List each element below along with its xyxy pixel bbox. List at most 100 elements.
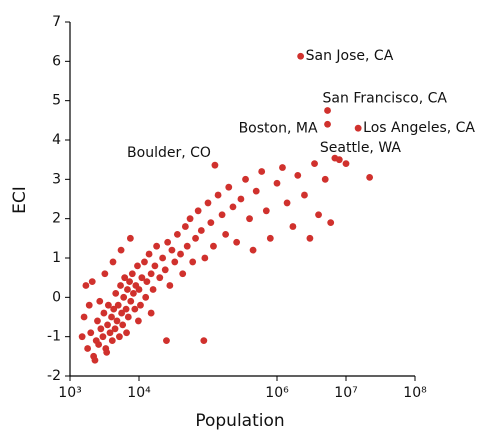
point bbox=[117, 246, 125, 254]
point bbox=[237, 195, 245, 203]
point bbox=[147, 309, 155, 317]
point bbox=[306, 234, 314, 242]
point bbox=[242, 175, 249, 183]
point bbox=[138, 274, 146, 282]
y-tick-label: 4 bbox=[52, 132, 61, 148]
point bbox=[266, 234, 274, 242]
point bbox=[214, 191, 222, 199]
point bbox=[110, 305, 118, 313]
point bbox=[166, 282, 174, 289]
point bbox=[273, 179, 281, 187]
point bbox=[126, 278, 133, 285]
point bbox=[106, 329, 114, 337]
point bbox=[101, 270, 109, 278]
point bbox=[137, 301, 144, 309]
point bbox=[135, 286, 143, 293]
point bbox=[111, 325, 119, 333]
y-tick-label: 7 bbox=[52, 14, 61, 30]
y-tick-label: -1 bbox=[47, 329, 61, 345]
point bbox=[117, 282, 124, 289]
y-tick-label: 6 bbox=[52, 53, 61, 69]
point bbox=[200, 337, 208, 344]
point bbox=[189, 258, 197, 266]
point bbox=[173, 231, 181, 238]
point bbox=[210, 242, 217, 250]
point bbox=[149, 286, 157, 293]
point bbox=[315, 211, 322, 219]
point-label: Seattle, WA bbox=[320, 140, 402, 156]
x-tick-label: 10⁸ bbox=[403, 385, 427, 401]
y-tick-label: 0 bbox=[52, 289, 61, 305]
point bbox=[233, 238, 241, 246]
point bbox=[131, 305, 139, 313]
point bbox=[311, 160, 318, 168]
y-axis-label: ECI bbox=[10, 186, 30, 214]
point bbox=[127, 297, 135, 305]
x-tick-label: 10³ bbox=[58, 385, 81, 401]
point bbox=[147, 270, 155, 278]
point bbox=[124, 313, 132, 321]
point bbox=[116, 333, 123, 341]
point bbox=[249, 246, 257, 254]
labeled-point bbox=[324, 107, 331, 114]
point bbox=[289, 223, 297, 230]
point bbox=[218, 211, 226, 219]
point bbox=[121, 274, 129, 282]
point-label: San Francisco, CA bbox=[323, 91, 448, 107]
point bbox=[103, 349, 111, 356]
point bbox=[134, 317, 142, 325]
point bbox=[283, 199, 291, 207]
point bbox=[163, 337, 170, 344]
point bbox=[194, 207, 202, 215]
point bbox=[222, 231, 230, 238]
point-label: Boston, MA bbox=[239, 120, 318, 136]
point bbox=[181, 223, 189, 230]
x-tick-label: 10⁷ bbox=[334, 385, 357, 401]
point bbox=[100, 309, 108, 317]
point bbox=[258, 168, 266, 175]
point bbox=[177, 250, 184, 258]
point bbox=[108, 313, 115, 321]
y-tick-label: 5 bbox=[52, 93, 61, 109]
point bbox=[161, 266, 169, 274]
y-tick-label: 2 bbox=[52, 211, 61, 227]
y-tick-label: -2 bbox=[47, 368, 61, 384]
point bbox=[229, 203, 237, 211]
point bbox=[301, 191, 308, 199]
point bbox=[294, 172, 302, 179]
point bbox=[122, 305, 130, 313]
y-tick-label: 1 bbox=[52, 250, 61, 266]
point bbox=[94, 317, 101, 325]
point bbox=[104, 301, 112, 309]
point bbox=[156, 274, 164, 282]
x-tick-label: 10⁶ bbox=[265, 385, 289, 401]
point bbox=[204, 199, 212, 207]
point bbox=[128, 270, 136, 278]
point bbox=[279, 164, 286, 171]
point bbox=[82, 282, 90, 289]
point-label: Boulder, CO bbox=[127, 145, 211, 161]
labeled-point bbox=[211, 161, 219, 169]
point bbox=[84, 345, 92, 352]
point bbox=[112, 290, 120, 297]
labeled-point bbox=[331, 154, 339, 162]
point bbox=[145, 250, 153, 258]
point bbox=[153, 242, 161, 250]
point bbox=[159, 254, 167, 262]
point bbox=[104, 321, 111, 329]
point bbox=[123, 329, 130, 337]
point bbox=[186, 215, 194, 223]
point bbox=[366, 173, 374, 181]
point-label: Los Angeles, CA bbox=[363, 120, 475, 136]
point bbox=[99, 333, 107, 341]
point bbox=[143, 278, 151, 285]
point bbox=[80, 313, 88, 321]
point bbox=[252, 187, 260, 195]
point bbox=[130, 290, 137, 297]
point bbox=[171, 258, 179, 266]
point bbox=[179, 270, 187, 278]
point bbox=[114, 301, 122, 309]
point bbox=[120, 293, 128, 301]
labeled-point bbox=[354, 124, 362, 132]
